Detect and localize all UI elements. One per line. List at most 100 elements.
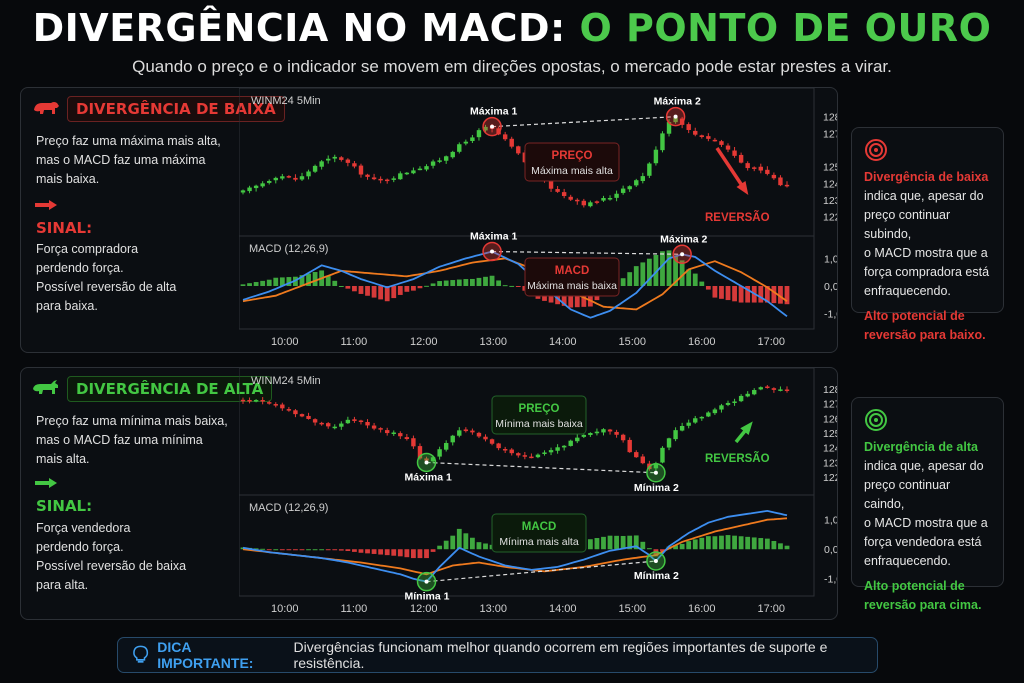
time-tick-label: 14:00 <box>549 336 577 348</box>
histogram-bar <box>614 535 619 550</box>
candle <box>391 178 396 180</box>
candle <box>312 419 318 423</box>
histogram-bar <box>594 538 600 550</box>
histogram-bar <box>443 540 449 550</box>
bull-info-alert: Alto potencial de reversão para cima. <box>864 577 991 615</box>
bear-icon <box>34 102 59 114</box>
histogram-bar <box>653 254 659 286</box>
candle <box>509 449 514 454</box>
candle <box>712 139 718 142</box>
candle <box>516 146 521 154</box>
candle <box>247 187 252 192</box>
bull-info-line: força vendedora está <box>864 535 982 549</box>
macd-info-box-sub: Máxima mais baixa <box>527 280 617 292</box>
histogram-bar <box>476 277 482 286</box>
histogram-bar <box>784 545 790 550</box>
price-info-box-title: PREÇO <box>519 403 560 415</box>
bull-signal-line: Força vendedora <box>36 521 131 535</box>
bull-panel-header: DIVERGÊNCIA DE ALTA <box>31 376 273 402</box>
price-info-box <box>491 395 587 435</box>
candle <box>496 443 501 449</box>
histogram-bar <box>509 285 515 287</box>
candle <box>273 177 278 181</box>
price-tick-label: 124.000 <box>823 178 837 190</box>
histogram-bar <box>751 537 757 550</box>
histogram-bar <box>397 286 403 295</box>
candle <box>706 136 711 139</box>
time-tick-label: 17:00 <box>758 603 786 615</box>
histogram-bar <box>725 286 731 301</box>
time-tick-label: 16:00 <box>688 603 716 615</box>
histogram-bar <box>404 286 410 292</box>
bull-signal-line: perdendo força. <box>36 540 124 554</box>
histogram-bar <box>607 535 613 550</box>
candle <box>725 145 731 150</box>
candle <box>457 144 462 152</box>
title-accent: O PONTO DE OURO <box>579 6 992 50</box>
histogram-bar <box>371 286 377 298</box>
bearish-chart: WINM24 5Min 128.000 127.000 125.000 124.000 1… <box>239 88 837 348</box>
bull-info-line: o MACD mostra que a <box>864 516 988 530</box>
histogram-bar <box>666 250 672 286</box>
histogram-bar <box>411 549 416 559</box>
pivot-label: Máxima 2 <box>660 233 707 245</box>
histogram-bar <box>489 275 495 286</box>
candle <box>450 435 455 443</box>
bear-alert-line: reversão para baixo. <box>864 328 986 342</box>
candle <box>319 161 324 167</box>
candle <box>398 433 403 437</box>
bear-info-line: indica que, apesar do <box>864 189 984 203</box>
histogram-bar <box>633 266 639 286</box>
candle <box>607 429 613 432</box>
candle <box>398 173 403 180</box>
candle <box>568 196 573 200</box>
histogram-bar <box>725 535 731 550</box>
histogram-bar <box>391 286 397 299</box>
candle <box>732 150 737 156</box>
candle <box>732 401 737 403</box>
candle <box>286 176 292 178</box>
candle <box>693 418 698 423</box>
histogram-bar <box>273 277 279 286</box>
candle <box>699 135 704 138</box>
bull-alert-line: Alto potencial de <box>864 579 965 593</box>
candle <box>594 201 600 203</box>
candle <box>542 452 547 454</box>
histogram-bar <box>673 545 678 550</box>
candle <box>575 437 580 442</box>
bull-info-box: Divergência de alta indica que, apesar d… <box>851 397 1004 612</box>
candle <box>686 422 691 426</box>
candle <box>443 156 449 161</box>
candle <box>352 419 357 421</box>
candle <box>778 177 783 186</box>
histogram-bar <box>417 286 423 289</box>
histogram-bar <box>620 535 626 550</box>
candle <box>253 400 259 402</box>
macd-info-box-title: MACD <box>555 265 590 277</box>
candle <box>627 186 632 190</box>
histogram-bar <box>286 549 292 551</box>
histogram-bar <box>686 269 692 286</box>
histogram-bar <box>371 549 377 554</box>
bear-alert-line: Alto potencial de <box>864 309 965 323</box>
candle <box>771 388 777 390</box>
histogram-bar <box>443 280 449 286</box>
target-icon <box>865 409 887 431</box>
candle <box>358 420 364 423</box>
price-tick-label: 122.000 <box>823 212 837 224</box>
histogram-bar <box>352 549 357 552</box>
page-title: DIVERGÊNCIA NO MACD: O PONTO DE OURO <box>0 4 1024 52</box>
time-tick-label: 10:00 <box>271 603 299 615</box>
bear-desc-line: Preço faz uma máxima mais alta, <box>36 134 221 148</box>
histogram-bar <box>705 286 711 290</box>
candle <box>345 159 351 163</box>
histogram-bar <box>679 543 685 550</box>
candle <box>365 174 370 177</box>
histogram-bar <box>293 549 298 551</box>
histogram-bar <box>469 537 475 550</box>
histogram-bar <box>483 543 488 550</box>
candle <box>725 402 731 405</box>
bear-signal-line: para baixa. <box>36 299 98 313</box>
candle <box>411 170 416 174</box>
price-divergence-line <box>492 116 676 128</box>
